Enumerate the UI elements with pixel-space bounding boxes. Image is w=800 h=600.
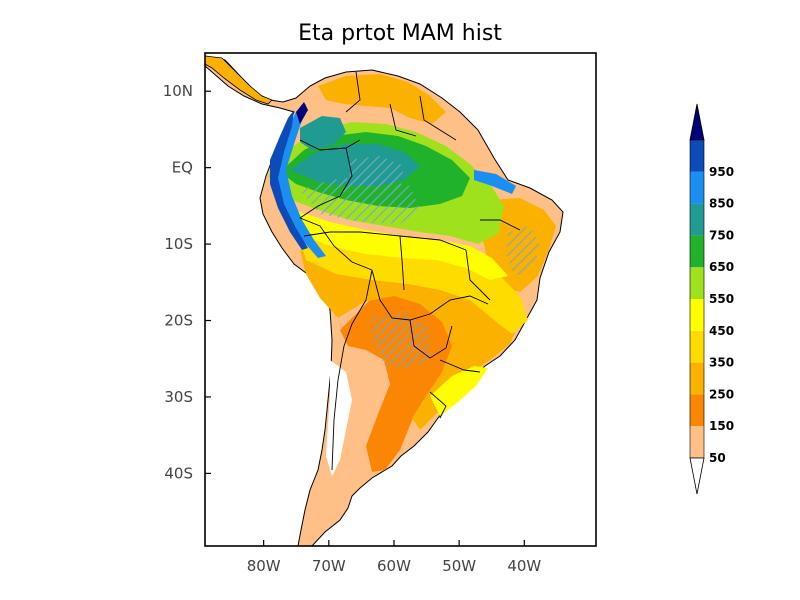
central-america xyxy=(205,55,273,105)
colorbar-swatch xyxy=(690,394,704,427)
colorbar: 50 150 250 350 450 550 650 750 850 950 xyxy=(689,103,734,495)
zone-850-coast xyxy=(474,170,516,194)
colorbar-label: 550 xyxy=(709,292,734,306)
zone-950-andes xyxy=(270,110,308,250)
hatch-pantanal xyxy=(372,312,430,370)
zone-450-south-brazil xyxy=(430,366,488,416)
latitude-axis: 10N EQ 10S 20S 30S 40S xyxy=(163,82,211,482)
zone-850-andes xyxy=(274,104,326,258)
colorbar-label: 150 xyxy=(709,419,734,433)
colorbar-swatch xyxy=(690,330,704,363)
colorbar-swatch xyxy=(690,171,704,204)
lat-label: 30S xyxy=(164,388,193,406)
lat-label: 10S xyxy=(164,235,193,253)
colorbar-label: 450 xyxy=(709,324,734,338)
colorbar-swatch xyxy=(690,426,704,458)
lat-label: 40S xyxy=(164,464,193,482)
zone-150-south xyxy=(340,290,460,472)
colorbar-label: 350 xyxy=(709,356,734,370)
lon-label: 60W xyxy=(377,557,411,575)
precipitation-map xyxy=(205,53,596,546)
colorbar-label: 950 xyxy=(709,165,734,179)
colorbar-swatch xyxy=(690,235,704,268)
colorbar-swatch xyxy=(690,362,704,395)
lon-label: 50W xyxy=(442,557,476,575)
lon-label: 70W xyxy=(312,557,346,575)
colorbar-label: 50 xyxy=(709,451,726,465)
country-borders xyxy=(299,71,521,471)
colorbar-label: 850 xyxy=(709,197,734,211)
zone-350-band xyxy=(296,226,528,334)
colorbar-over-arrow xyxy=(689,103,705,141)
colorbar-label: 250 xyxy=(709,387,734,401)
zone-250-north xyxy=(318,74,446,124)
longitude-axis: 80W 70W 60W 50W 40W xyxy=(247,540,541,575)
colorbar-swatch xyxy=(690,267,704,299)
hatch-northeast xyxy=(506,226,540,276)
colorbar-under-arrow xyxy=(689,457,705,495)
map-frame xyxy=(204,52,597,547)
colorbar-swatch xyxy=(690,203,704,236)
colorbar-swatch xyxy=(690,140,704,172)
colorbar-label: 750 xyxy=(709,228,734,242)
lon-label: 40W xyxy=(507,557,541,575)
colorbar-swatch xyxy=(690,299,704,331)
colorbar-label: 650 xyxy=(709,260,734,274)
hatch-north-amazon xyxy=(348,156,404,192)
lat-label: 10N xyxy=(163,82,193,100)
map-title: Eta prtot MAM hist xyxy=(298,21,502,46)
zone-750-northwest xyxy=(300,116,346,150)
lat-label: 20S xyxy=(164,312,193,330)
lon-label: 80W xyxy=(247,557,281,575)
lat-label: EQ xyxy=(172,159,193,177)
zone-950-north-andes xyxy=(296,102,308,124)
